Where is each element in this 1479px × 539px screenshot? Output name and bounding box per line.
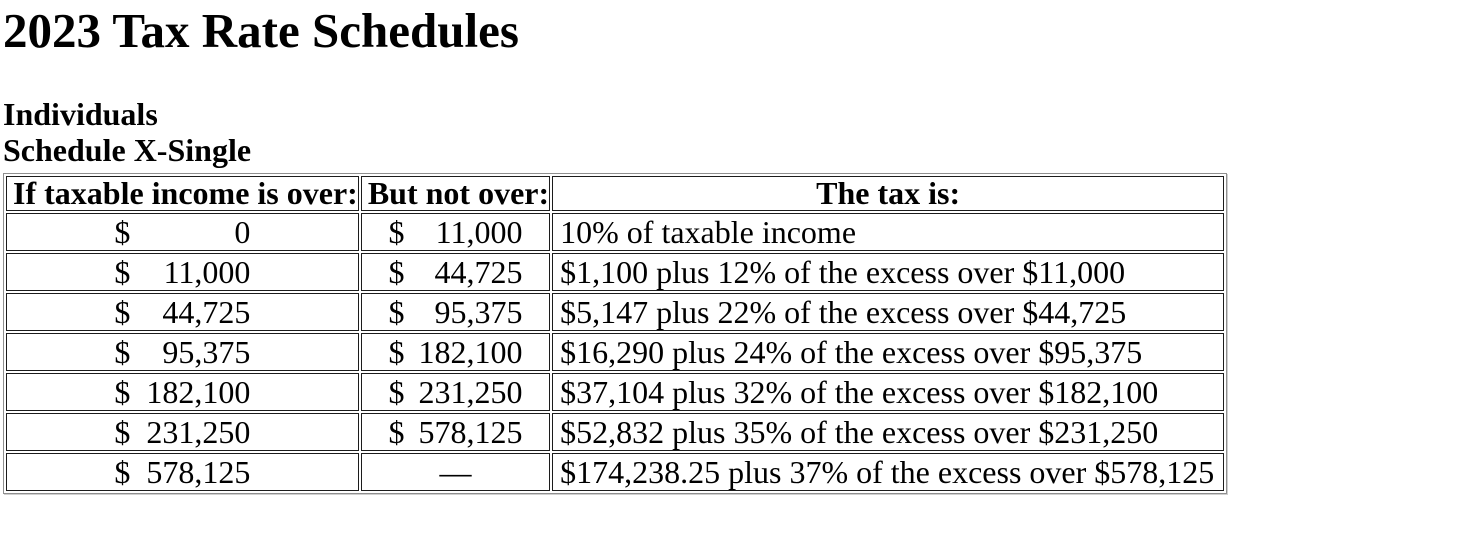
money-value: $44,725 <box>388 254 522 290</box>
money-value: $182,100 <box>388 334 522 370</box>
currency-symbol: $ <box>114 213 131 250</box>
currency-symbol: $ <box>388 293 405 330</box>
income-not-over-cell: $11,000 <box>360 212 551 251</box>
currency-symbol: $ <box>388 373 405 410</box>
income-not-over-cell: $231,250 <box>360 372 551 411</box>
currency-symbol: $ <box>114 333 131 370</box>
income-over-cell: $95,375 <box>6 332 359 371</box>
tax-description-cell: $1,100 plus 12% of the excess over $11,0… <box>552 252 1225 291</box>
money-value: $231,250 <box>388 374 522 410</box>
currency-symbol: $ <box>388 333 405 370</box>
money-value: $44,725 <box>114 294 250 330</box>
income-not-over-cell: $182,100 <box>360 332 551 371</box>
table-row: $11,000 $44,725 $1,100 plus 12% of the exc… <box>6 252 1225 291</box>
tax-description-cell: 10% of taxable income <box>552 212 1225 251</box>
tax-rate-table: If taxable income is over: But not over:… <box>3 172 1228 494</box>
tax-table-body: $0 $11,000 10% of taxable income $11,000 $44… <box>6 212 1225 491</box>
tax-description-cell: $5,147 plus 22% of the excess over $44,7… <box>552 292 1225 331</box>
currency-symbol: $ <box>388 253 405 290</box>
amount-value: 182,100 <box>418 333 523 370</box>
column-header-income-over: If taxable income is over: <box>6 175 359 211</box>
money-value: $11,000 <box>114 254 250 290</box>
amount-value: 578,125 <box>418 413 523 450</box>
currency-symbol: $ <box>388 213 405 250</box>
amount-value: 44,725 <box>434 253 523 290</box>
income-not-over-cell: $95,375 <box>360 292 551 331</box>
table-row: $95,375 $182,100 $16,290 plus 24% of the e… <box>6 332 1225 371</box>
tax-table-header: If taxable income is over: But not over:… <box>6 175 1225 211</box>
income-over-cell: $0 <box>6 212 359 251</box>
currency-symbol: $ <box>114 413 131 450</box>
table-row: $231,250 $578,125 $52,832 plus 35% of the … <box>6 412 1225 451</box>
income-over-cell: $182,100 <box>6 372 359 411</box>
currency-symbol: $ <box>114 253 131 290</box>
amount-value: 182,100 <box>146 373 251 410</box>
money-value: $578,125 <box>388 414 522 450</box>
income-not-over-cell: $44,725 <box>360 252 551 291</box>
table-row: $182,100 $231,250 $37,104 plus 32% of the … <box>6 372 1225 411</box>
tax-description-cell: $37,104 plus 32% of the excess over $182… <box>552 372 1225 411</box>
tax-description-cell: $174,238.25 plus 37% of the excess over … <box>552 452 1225 491</box>
money-value: $0 <box>114 214 250 250</box>
money-value: $182,100 <box>114 374 250 410</box>
currency-symbol: $ <box>114 373 131 410</box>
tax-description-cell: $16,290 plus 24% of the excess over $95,… <box>552 332 1225 371</box>
column-header-not-over: But not over: <box>360 175 551 211</box>
amount-value: 0 <box>234 213 251 250</box>
amount-value: 95,375 <box>434 293 523 330</box>
amount-value: 44,725 <box>162 293 251 330</box>
currency-symbol: $ <box>388 413 405 450</box>
income-not-over-cell: $578,125 <box>360 412 551 451</box>
amount-value: 231,250 <box>146 413 251 450</box>
page-title: 2023 Tax Rate Schedules <box>3 3 519 58</box>
section-heading-individuals: Individuals <box>3 95 158 132</box>
money-value: $11,000 <box>388 214 522 250</box>
money-value: $95,375 <box>388 294 522 330</box>
money-value: $95,375 <box>114 334 250 370</box>
no-upper-limit-dash: — <box>439 453 472 490</box>
money-value: $231,250 <box>114 414 250 450</box>
money-value: $578,125 <box>114 454 250 490</box>
amount-value: 11,000 <box>163 253 251 290</box>
table-row: $578,125 — $174,238.25 plus 37% of the exc… <box>6 452 1225 491</box>
column-header-tax: The tax is: <box>552 175 1225 211</box>
amount-value: 231,250 <box>418 373 523 410</box>
amount-value: 95,375 <box>162 333 251 370</box>
income-over-cell: $578,125 <box>6 452 359 491</box>
tax-description-cell: $52,832 plus 35% of the excess over $231… <box>552 412 1225 451</box>
section-headings: Individuals Schedule X-Single <box>3 96 1479 168</box>
income-over-cell: $44,725 <box>6 292 359 331</box>
income-over-cell: $231,250 <box>6 412 359 451</box>
amount-value: 11,000 <box>435 213 523 250</box>
income-not-over-cell: — <box>360 452 551 491</box>
amount-value: 578,125 <box>146 453 251 490</box>
table-row: $44,725 $95,375 $5,147 plus 22% of the exc… <box>6 292 1225 331</box>
income-over-cell: $11,000 <box>6 252 359 291</box>
section-heading-schedule: Schedule X-Single <box>3 131 252 168</box>
header-row: If taxable income is over: But not over:… <box>6 175 1225 211</box>
currency-symbol: $ <box>114 293 131 330</box>
currency-symbol: $ <box>114 453 131 490</box>
table-row: $0 $11,000 10% of taxable income <box>6 212 1225 251</box>
